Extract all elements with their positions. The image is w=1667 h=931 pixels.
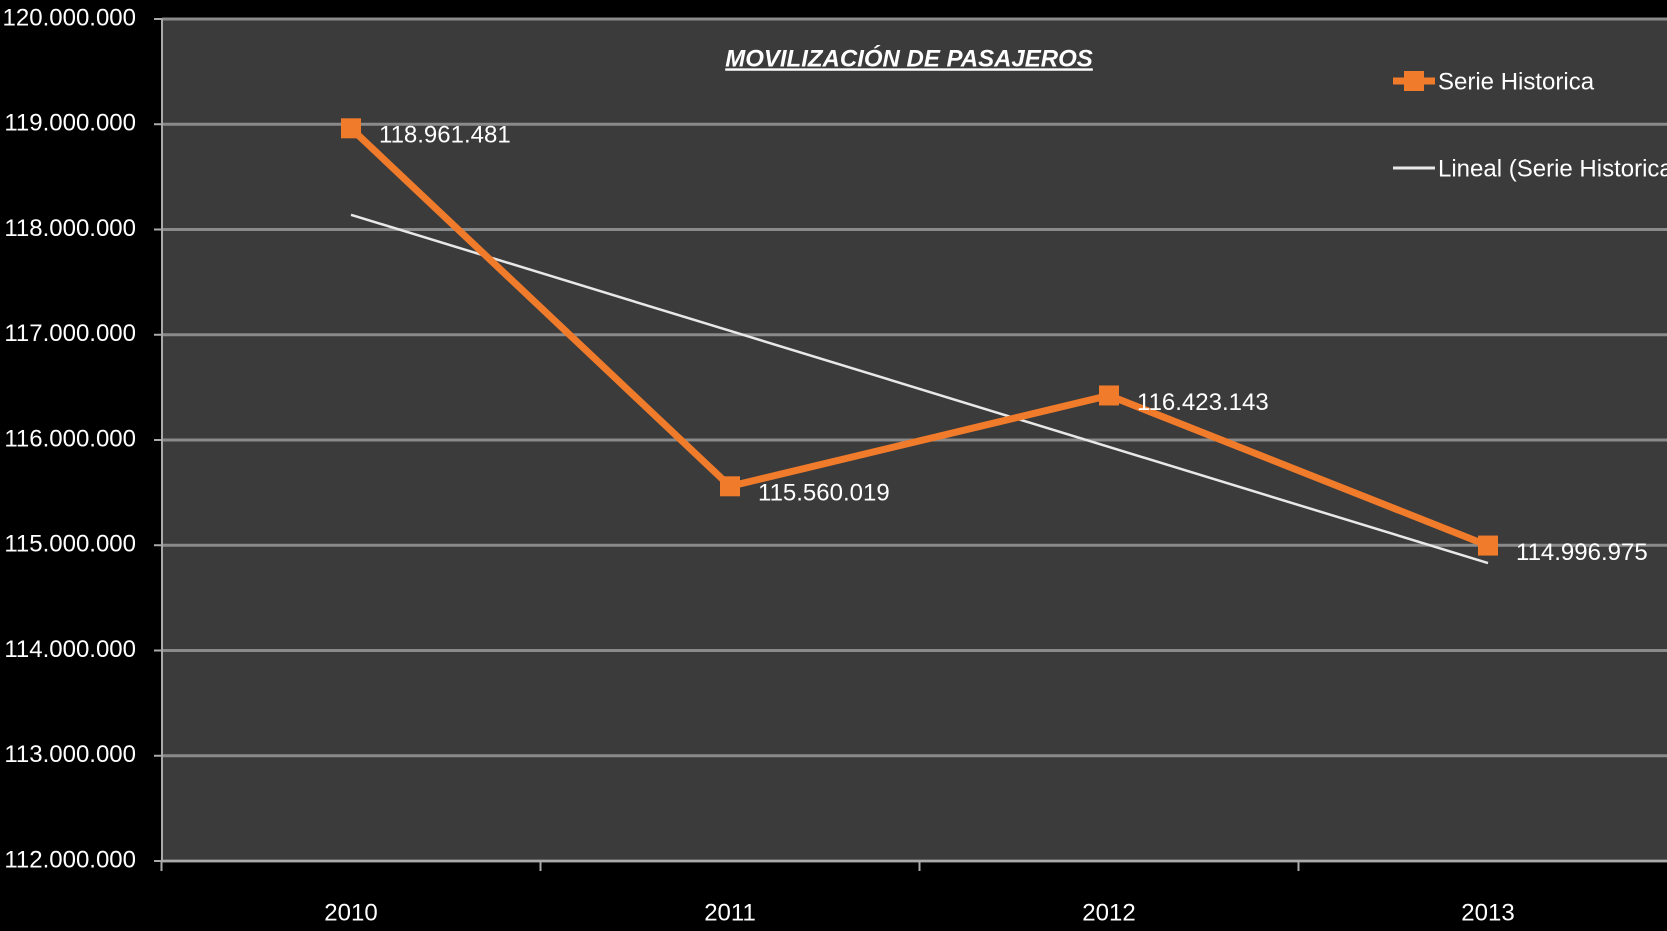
x-tick-label: 2013 [1461,899,1514,926]
y-tick-label: 120.000.000 [3,4,136,31]
marker [1478,535,1498,556]
y-tick-label: 115.000.000 [4,531,136,558]
marker [341,118,361,139]
series-line [348,125,1490,549]
data-label: 114.996.975 [1516,539,1648,566]
y-tick-label: 116.000.000 [4,425,136,452]
y-tick-label: 119.000.000 [4,110,136,137]
y-tick-label: 113.000.000 [4,741,136,768]
data-label: 118.961.481 [379,122,511,149]
chart-title: MOVILIZACIÓN DE PASAJEROS [725,44,1093,72]
x-tick-label: 2011 [704,899,756,926]
legend-marker [1404,71,1424,91]
y-tick-label: 114.000.000 [4,636,136,663]
x-tick-label: 2012 [1082,899,1135,926]
legend-label: Lineal (Serie Historica) [1438,155,1667,182]
y-tick-label: 118.000.000 [4,215,136,242]
y-tick-label: 117.000.000 [4,320,136,347]
marker [1099,385,1119,406]
marker [720,476,740,497]
legend-label: Serie Historica [1438,68,1595,95]
data-label: 115.560.019 [758,480,890,507]
x-tick-label: 2010 [324,899,377,926]
y-tick-label: 112.000.000 [4,846,136,873]
data-label: 116.423.143 [1137,389,1269,416]
trend-line [350,213,1489,565]
